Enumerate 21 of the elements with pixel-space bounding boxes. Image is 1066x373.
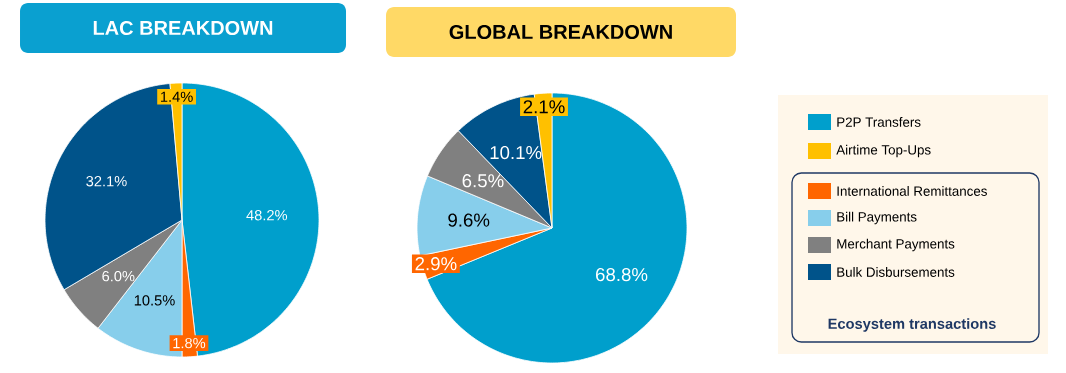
chart-title: GLOBAL BREAKDOWN bbox=[449, 24, 672, 40]
data-label: 48.2% bbox=[246, 210, 288, 221]
data-label: 10.1% bbox=[490, 145, 542, 160]
data-label: 1.8% bbox=[173, 337, 206, 349]
data-label: 6.0% bbox=[102, 270, 135, 282]
data-label: 6.5% bbox=[462, 174, 504, 188]
data-label: 2.1% bbox=[523, 100, 565, 114]
legend-label: Merchant Payments bbox=[837, 238, 955, 252]
data-label: 10.5% bbox=[134, 295, 175, 306]
legend-label: International Remittances bbox=[837, 186, 987, 196]
legend-label: Airtime Top-Ups bbox=[836, 144, 931, 158]
legend-label: P2P Transfers bbox=[837, 117, 921, 127]
chart-title: LAC BREAKDOWN bbox=[93, 20, 273, 36]
legend-label: Bulk Disbursements bbox=[837, 267, 955, 277]
data-label: 9.6% bbox=[448, 213, 490, 227]
data-label: 1.4% bbox=[160, 91, 193, 102]
data-label: 32.1% bbox=[86, 176, 127, 187]
data-label: 2.9% bbox=[415, 257, 457, 271]
legend-label: Bill Payments bbox=[837, 211, 917, 225]
text: Ecosystem transactions bbox=[828, 318, 996, 332]
data-label: 68.8% bbox=[596, 267, 648, 282]
